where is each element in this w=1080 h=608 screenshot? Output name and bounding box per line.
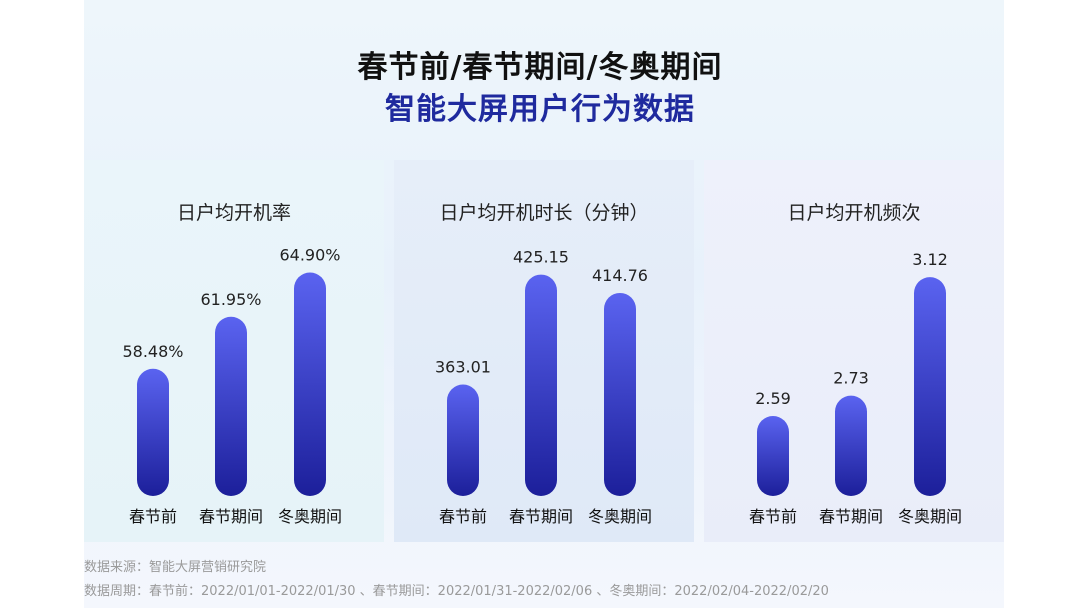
chart-title: 春节前/春节期间/冬奥期间 [357, 50, 723, 85]
bar-open-rate-1 [215, 316, 247, 496]
chart-open-duration: 363.01 春节前 425.15 春节期间 414.76 冬奥期间 [435, 248, 652, 526]
bar-open-duration-2 [604, 292, 636, 496]
footnote-period: 数据周期：春节前：2022/01/01-2022/01/30 、春节期间：202… [84, 584, 829, 599]
value-label-open-rate-1: 61.95% [200, 290, 261, 309]
chart-open-frequency: 2.59 春节前 2.73 春节期间 3.12 冬奥期间 [749, 250, 962, 526]
card-title-open-rate: 日户均开机率 [176, 202, 291, 224]
card-open-rate: 日户均开机率 58.48% 春节前 61.95% 春节期间 64.90% 冬奥期间 [84, 160, 384, 542]
card-open-duration: 日户均开机时长（分钟） 363.01 春节前 425.15 春节期间 414.76 冬奥期… [394, 160, 694, 542]
category-label-open-rate-0: 春节前 [129, 507, 177, 526]
value-label-open-duration-2: 414.76 [592, 266, 648, 285]
bar-open-duration-0 [447, 384, 479, 496]
category-label-open-frequency-0: 春节前 [749, 507, 797, 526]
category-label-open-frequency-2: 冬奥期间 [898, 507, 962, 526]
value-label-open-rate-0: 58.48% [122, 342, 183, 361]
bar-open-rate-2 [294, 272, 326, 496]
card-title-open-frequency: 日户均开机频次 [787, 202, 921, 224]
bar-open-frequency-2 [914, 277, 946, 496]
category-label-open-duration-0: 春节前 [439, 507, 487, 526]
value-label-open-duration-0: 363.01 [435, 358, 491, 377]
value-label-open-frequency-0: 2.59 [755, 389, 791, 408]
chart-subtitle: 智能大屏用户行为数据 [385, 92, 695, 127]
chart-open-rate: 58.48% 春节前 61.95% 春节期间 64.90% 冬奥期间 [122, 246, 342, 527]
card-open-frequency: 日户均开机频次 2.59 春节前 2.73 春节期间 3.12 冬奥期间 [704, 160, 1004, 542]
bar-open-rate-0 [137, 368, 169, 496]
bar-open-duration-1 [525, 274, 557, 496]
category-label-open-duration-1: 春节期间 [509, 507, 573, 526]
category-label-open-duration-2: 冬奥期间 [588, 507, 652, 526]
value-label-open-frequency-1: 2.73 [833, 369, 869, 388]
value-label-open-duration-1: 425.15 [513, 248, 569, 267]
card-title-open-duration: 日户均开机时长（分钟） [439, 202, 649, 224]
category-label-open-rate-1: 春节期间 [199, 507, 263, 526]
value-label-open-frequency-2: 3.12 [912, 250, 948, 269]
category-label-open-rate-2: 冬奥期间 [278, 507, 342, 526]
value-label-open-rate-2: 64.90% [279, 246, 340, 265]
bar-open-frequency-1 [835, 395, 867, 496]
footnote-source: 数据来源：智能大屏营销研究院 [84, 560, 267, 575]
bar-open-frequency-0 [757, 416, 789, 496]
category-label-open-frequency-1: 春节期间 [819, 507, 883, 526]
